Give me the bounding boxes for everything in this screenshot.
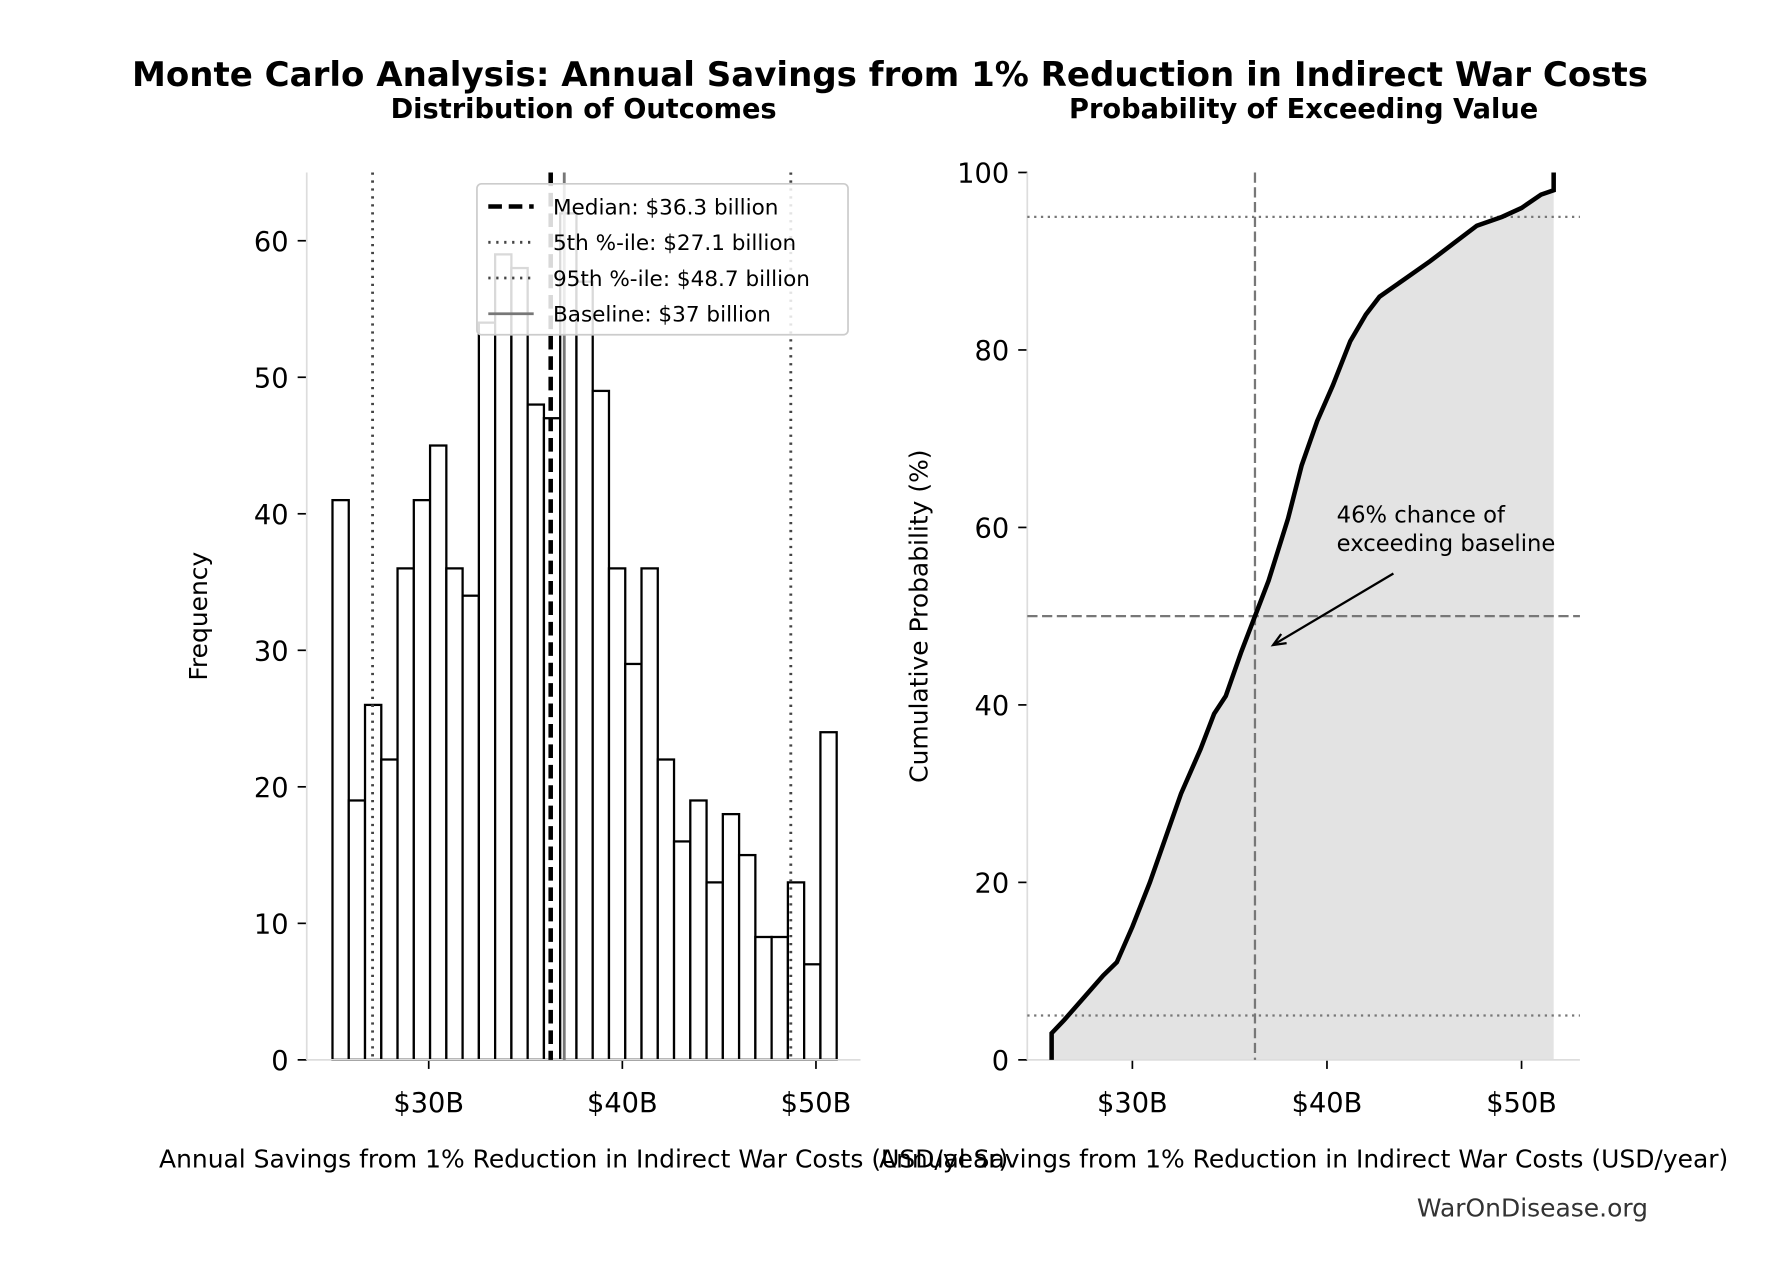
histogram-bar — [754, 935, 773, 1061]
histogram-bar — [575, 280, 594, 1061]
histogram-bar — [737, 853, 757, 1061]
histogram-bar — [396, 567, 415, 1061]
histogram-bar — [493, 253, 513, 1061]
y-tick-label: 60 — [254, 227, 289, 258]
histogram-bar — [347, 799, 367, 1061]
y-tick-label: 50 — [254, 363, 289, 394]
legend-label: Median: $36.3 billion — [553, 195, 778, 220]
histogram-bar — [380, 758, 399, 1061]
histogram-bar — [607, 567, 627, 1061]
x-axis-label: Annual Savings from 1% Reduction in Indi… — [879, 1145, 1728, 1174]
cdf-line — [1049, 172, 1556, 1060]
histogram-bar — [721, 812, 741, 1061]
legend-label: 5th %-ile: $27.1 billion — [553, 231, 796, 256]
histogram-bar — [510, 266, 529, 1061]
x-tick-label: $30B — [393, 1088, 464, 1119]
x-tick-label: $50B — [781, 1088, 852, 1119]
histogram-bar — [656, 758, 676, 1061]
y-tick-label: 40 — [975, 691, 1010, 722]
y-tick-label: 60 — [975, 514, 1010, 545]
histogram-bar — [445, 567, 464, 1061]
figure-title: Monte Carlo Analysis: Annual Savings fro… — [132, 55, 1648, 95]
histogram-bar — [331, 498, 350, 1061]
histogram-bar — [428, 444, 448, 1061]
histogram-bar — [786, 881, 806, 1061]
y-tick-label: 10 — [254, 910, 289, 941]
y-tick-label: 30 — [254, 637, 289, 668]
histogram-bar — [412, 498, 432, 1061]
source: WarOnDisease.org — [1417, 1193, 1648, 1222]
histogram-bar — [461, 594, 481, 1061]
histogram-bar — [803, 963, 822, 1061]
y-tick-label: 0 — [992, 1046, 1009, 1077]
y-tick-label: 0 — [271, 1046, 288, 1077]
x-tick-label: $40B — [587, 1088, 658, 1119]
histogram-bar — [770, 935, 790, 1061]
y-tick-label: 20 — [254, 773, 289, 804]
histogram-bar — [819, 731, 838, 1061]
annotation-text: 46% chance of — [1337, 502, 1506, 528]
subplot-title: Distribution of Outcomes — [391, 94, 777, 125]
legend-label: 95th %-ile: $48.7 billion — [553, 267, 810, 292]
histogram-bar — [624, 662, 643, 1061]
subplot-title: Probability of Exceeding Value — [1069, 94, 1538, 125]
x-tick-label: $50B — [1486, 1088, 1557, 1119]
y-tick-label: 100 — [957, 159, 1009, 190]
y-axis-label: Frequency — [184, 551, 213, 680]
histogram-bar — [559, 212, 578, 1061]
histogram-bar — [591, 389, 611, 1061]
annotation-arrow — [1272, 572, 1394, 646]
annotation-arrowhead — [1270, 633, 1287, 647]
histogram-bar — [705, 881, 724, 1061]
x-tick-label: $40B — [1292, 1088, 1363, 1119]
x-tick-label: $30B — [1097, 1088, 1168, 1119]
legend-label: Baseline: $37 billion — [553, 303, 771, 328]
y-tick-label: 80 — [975, 336, 1010, 367]
histogram-bar — [672, 840, 692, 1061]
histogram-bar — [640, 567, 659, 1061]
annotation-text: exceeding baseline — [1337, 531, 1556, 557]
histogram-bar — [526, 403, 546, 1061]
y-tick-label: 20 — [975, 869, 1010, 900]
histogram-bar — [542, 417, 562, 1061]
histogram-bar — [689, 799, 708, 1061]
y-axis-label: Cumulative Probability (%) — [904, 449, 933, 782]
y-tick-label: 40 — [254, 500, 289, 531]
x-axis-label: Annual Savings from 1% Reduction in Indi… — [159, 1145, 1008, 1174]
legend-box — [476, 182, 849, 336]
histogram-bar — [477, 321, 497, 1061]
